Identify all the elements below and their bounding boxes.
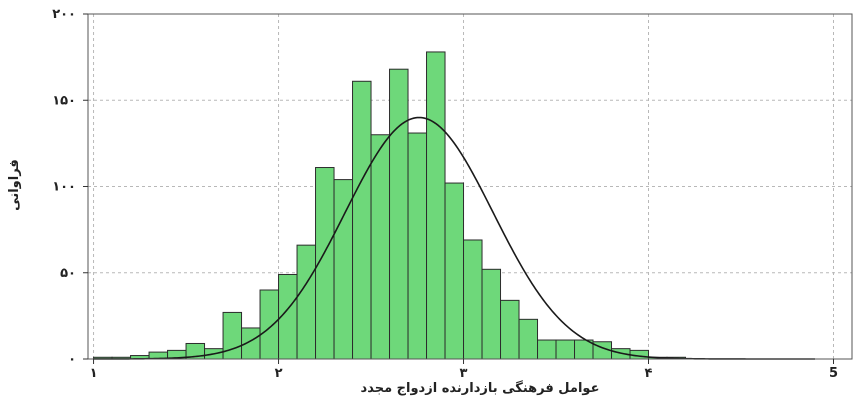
x-tick-label: ۲ — [275, 366, 283, 381]
histogram-bar — [352, 80, 372, 360]
histogram-bar — [259, 289, 280, 360]
x-axis: ۱ ۲ ۳ ۴ 5 — [90, 359, 838, 381]
y-axis: ۰ ۵۰ ۱۰۰ ۱۵۰ ۲۰۰ — [52, 7, 88, 367]
x-tick-label: ۱ — [90, 366, 98, 381]
y-tick-label: ۰ — [68, 352, 76, 367]
histogram-bar — [389, 68, 409, 360]
histogram-bar — [481, 268, 502, 360]
histogram-bar — [500, 299, 520, 360]
y-tick-label: ۵۰ — [60, 266, 76, 281]
histogram-bar — [518, 318, 539, 360]
histogram-bar — [426, 51, 446, 360]
y-tick-label: ۲۰۰ — [52, 7, 76, 22]
x-tick-label: ۴ — [645, 366, 653, 381]
x-axis-title: عوامل فرهنگی بازدارنده ازدواج مجدد — [361, 380, 600, 396]
histogram-bar — [333, 179, 354, 360]
y-tick-label: ۱۰۰ — [52, 180, 76, 195]
y-tick-label: ۱۵۰ — [52, 93, 76, 108]
histogram-bar — [463, 239, 483, 360]
histogram-bar — [222, 311, 243, 360]
x-tick-label: 5 — [829, 366, 838, 381]
histogram-bar — [407, 132, 428, 360]
histogram-bar — [370, 134, 391, 360]
y-axis-title: فراوانی — [7, 159, 22, 211]
histogram-bar — [296, 244, 317, 360]
x-tick-label: ۳ — [460, 366, 468, 381]
histogram-bar — [555, 339, 576, 360]
histogram-bar — [537, 339, 557, 360]
bars — [93, 51, 687, 360]
histogram-bar — [444, 182, 465, 360]
